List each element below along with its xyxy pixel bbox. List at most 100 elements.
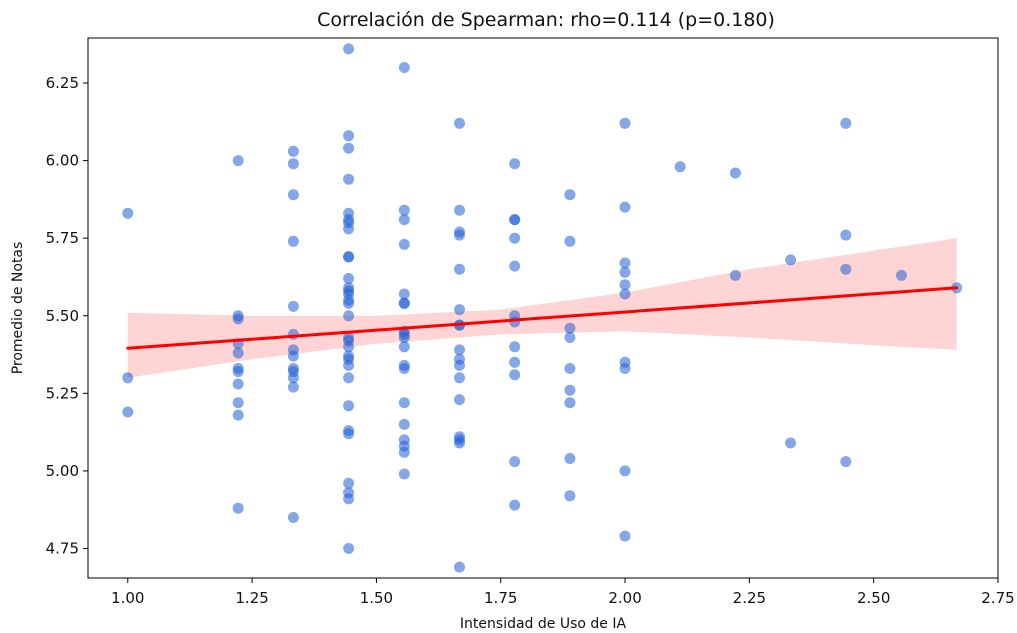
data-point: [619, 363, 631, 374]
data-point: [232, 378, 244, 390]
data-point: [343, 372, 355, 384]
data-point: [454, 117, 465, 129]
data-point: [509, 356, 521, 368]
data-point: [398, 62, 410, 73]
confidence-band: [127, 238, 957, 378]
x-tick-label: 1.75: [484, 589, 517, 607]
data-point: [287, 158, 299, 170]
data-point: [398, 288, 410, 300]
data-point: [454, 561, 465, 573]
data-point: [509, 260, 521, 272]
data-point: [287, 189, 299, 201]
data-point: [564, 322, 576, 334]
data-point: [509, 369, 521, 381]
data-point: [122, 372, 134, 384]
data-point: [232, 313, 244, 325]
data-point: [729, 167, 741, 179]
y-tick-label: 6.00: [46, 152, 79, 170]
data-point: [509, 232, 521, 244]
data-point: [564, 363, 576, 374]
data-point: [564, 189, 576, 201]
data-point: [343, 43, 355, 55]
data-point: [343, 273, 355, 284]
data-point: [564, 453, 576, 464]
data-point: [398, 468, 410, 480]
y-tick-label: 5.75: [46, 229, 79, 247]
y-axis-label: Promedio de Notas: [10, 242, 26, 375]
data-point: [619, 465, 631, 477]
data-point: [564, 235, 576, 247]
x-axis-label: Intensidad de Uso de IA: [460, 616, 627, 632]
data-point: [287, 328, 299, 340]
data-point: [398, 341, 410, 353]
data-point: [509, 214, 521, 226]
data-point: [564, 384, 576, 396]
data-point: [454, 359, 465, 371]
data-point: [509, 158, 521, 170]
data-point: [398, 446, 410, 458]
data-point: [454, 372, 465, 384]
data-point: [287, 235, 299, 247]
data-point: [287, 381, 299, 393]
x-tick-label: 1.00: [111, 589, 144, 607]
data-point: [343, 543, 355, 554]
data-point: [343, 400, 355, 412]
data-point: [398, 363, 410, 374]
data-point: [343, 359, 355, 371]
data-point: [343, 341, 355, 353]
data-point: [509, 499, 521, 511]
data-point: [619, 266, 631, 278]
x-tick-label: 2.50: [857, 589, 890, 607]
y-tick-label: 5.25: [46, 384, 79, 402]
data-point: [122, 406, 134, 418]
x-tick-label: 1.25: [235, 589, 268, 607]
data-point: [232, 366, 244, 378]
data-point: [343, 223, 355, 235]
data-point: [287, 145, 299, 157]
data-point: [840, 117, 852, 129]
data-point: [343, 310, 355, 322]
data-point: [398, 397, 410, 409]
x-tick-label: 2.25: [733, 589, 766, 607]
x-tick-label: 2.75: [981, 589, 1014, 607]
data-point: [619, 288, 631, 300]
data-point: [840, 456, 852, 468]
data-point: [343, 477, 355, 489]
data-point: [674, 161, 686, 173]
data-point: [287, 512, 299, 523]
data-point: [785, 437, 797, 449]
data-point: [232, 155, 244, 167]
data-point: [454, 229, 465, 241]
plot-area: [122, 43, 963, 573]
data-point: [398, 214, 410, 226]
data-point: [398, 297, 410, 309]
y-tick-label: 4.75: [46, 540, 79, 558]
y-tick-label: 5.00: [46, 462, 79, 480]
data-point: [564, 332, 576, 343]
data-point: [232, 347, 244, 359]
data-point: [619, 117, 631, 129]
data-point: [343, 173, 355, 185]
data-point: [232, 409, 244, 421]
data-point: [454, 437, 465, 449]
x-tick-label: 1.50: [360, 589, 393, 607]
data-point: [509, 456, 521, 468]
data-point: [343, 251, 355, 263]
data-point: [232, 502, 244, 514]
data-point: [454, 204, 465, 216]
data-point: [619, 257, 631, 269]
chart-title: Correlación de Spearman: rho=0.114 (p=0.…: [317, 9, 775, 31]
data-point: [454, 263, 465, 275]
y-tick-label: 6.25: [46, 74, 79, 92]
data-point: [232, 397, 244, 409]
data-point: [564, 490, 576, 502]
data-point: [122, 207, 134, 219]
axis-ticks: 1.00 1.25 1.50 1.75 2.00 2.25 2.50 2.75 4.75 5.00…: [46, 74, 1015, 607]
data-point: [454, 304, 465, 316]
plot-frame: [87, 37, 999, 579]
data-point: [343, 142, 355, 154]
regression-line: [126, 286, 959, 350]
x-tick-label: 2.00: [608, 589, 641, 607]
data-point: [398, 204, 410, 216]
